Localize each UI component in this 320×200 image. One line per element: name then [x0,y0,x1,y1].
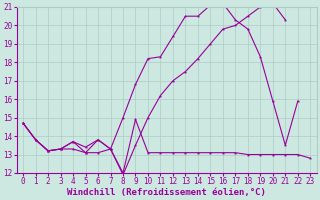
X-axis label: Windchill (Refroidissement éolien,°C): Windchill (Refroidissement éolien,°C) [67,188,266,197]
